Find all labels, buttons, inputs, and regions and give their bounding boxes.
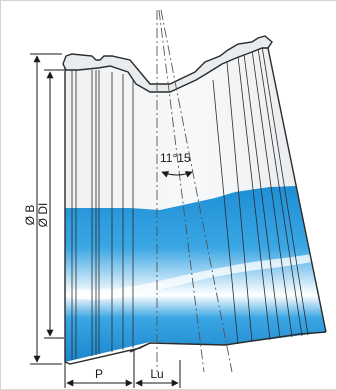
angle-arc (161, 171, 193, 178)
angle-label: 11°15 (160, 151, 191, 165)
dim-p-label: P (95, 367, 103, 381)
socket-ribs (71, 45, 309, 360)
center-lines (156, 9, 233, 373)
dim-lu-label: Lu (150, 367, 163, 381)
dimension-p (64, 350, 135, 388)
dimension-di (44, 69, 64, 339)
diameter-di-label: Ø DI (36, 203, 50, 228)
dimension-lu (135, 360, 181, 388)
diameter-b-label: Ø B (23, 205, 37, 226)
pipe-outline (62, 35, 327, 365)
dimension-b (30, 53, 62, 365)
water-fill (65, 186, 326, 362)
